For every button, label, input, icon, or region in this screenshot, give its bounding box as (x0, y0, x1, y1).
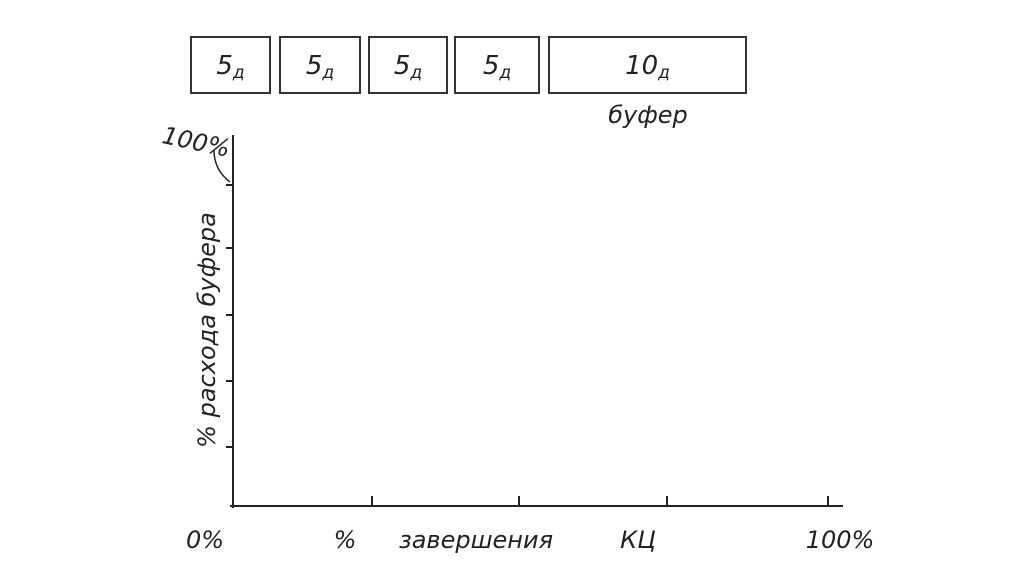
box-unit: д (409, 63, 422, 83)
box-label: 5д (483, 51, 511, 84)
box-value: 5 (306, 51, 323, 81)
box-label: 5д (306, 51, 334, 84)
box-unit: д (498, 63, 511, 83)
x-ticks (371, 496, 829, 506)
box-unit: д (232, 63, 245, 83)
box-row: 5д 5д 5д 5д 10д (190, 36, 747, 94)
box (368, 36, 448, 94)
box-value: 5 (394, 51, 411, 81)
box-unit: д (657, 63, 670, 83)
x-title-part: завершения (399, 526, 553, 554)
box-value: 5 (483, 51, 500, 81)
box-value: 10 (625, 51, 658, 81)
buffer-label: буфер (608, 101, 688, 129)
y-top-label: 100% (160, 121, 233, 163)
box-unit: д (321, 63, 334, 83)
pointer (213, 149, 231, 183)
box (190, 36, 271, 94)
box-label: 5д (216, 51, 244, 84)
box (454, 36, 540, 94)
box (548, 36, 747, 94)
x-end-label: 100% (806, 526, 875, 554)
box-label: 10д (625, 51, 670, 84)
box-label: 5д (394, 51, 422, 84)
x-title-part: КЦ (620, 526, 656, 554)
x-origin-label: 0% (186, 526, 224, 554)
y-axis-title: % расхода буфера (193, 212, 221, 448)
x-title-part: % (334, 526, 357, 554)
y-ticks (226, 184, 233, 448)
box-value: 5 (216, 51, 233, 81)
box (279, 36, 361, 94)
